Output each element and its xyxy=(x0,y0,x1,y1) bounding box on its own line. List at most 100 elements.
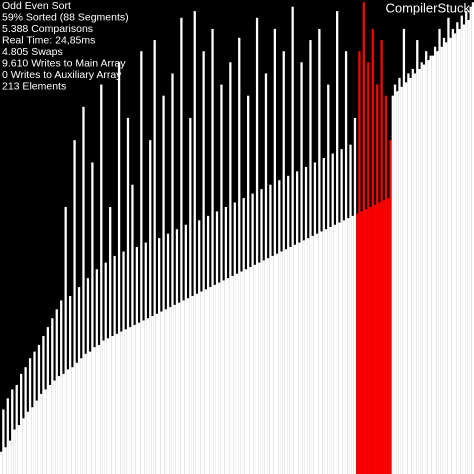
bar xyxy=(425,51,428,474)
bar xyxy=(142,320,145,474)
bar xyxy=(82,106,85,474)
bar xyxy=(226,278,230,474)
bar xyxy=(275,253,279,474)
bar xyxy=(469,6,472,474)
bar xyxy=(55,309,58,474)
bar xyxy=(202,51,205,474)
bar xyxy=(289,247,292,474)
bar xyxy=(51,318,54,474)
bar xyxy=(438,28,441,474)
stat-line: 5.388 Comparisons xyxy=(2,23,93,35)
bar xyxy=(369,206,372,474)
bar xyxy=(191,295,194,474)
bar xyxy=(86,278,90,474)
bar xyxy=(169,307,172,474)
bar xyxy=(26,411,29,474)
bar xyxy=(44,389,47,474)
bar xyxy=(460,15,463,474)
bar xyxy=(17,425,21,474)
bar xyxy=(53,380,56,474)
bar xyxy=(398,77,401,474)
bar xyxy=(322,158,325,474)
bar xyxy=(155,313,159,474)
bar xyxy=(318,28,321,474)
bar xyxy=(433,46,437,474)
bar xyxy=(267,258,270,474)
bar xyxy=(184,224,187,474)
bar xyxy=(462,24,466,474)
bar xyxy=(144,242,147,474)
bar xyxy=(453,33,457,474)
bar xyxy=(373,204,377,474)
bar xyxy=(269,184,272,474)
bar xyxy=(413,73,417,474)
bar xyxy=(100,84,103,474)
bar xyxy=(93,347,96,474)
bar xyxy=(304,166,308,474)
bar xyxy=(329,226,332,474)
bar xyxy=(140,51,143,474)
bar xyxy=(200,291,203,474)
bar xyxy=(162,95,165,474)
bar xyxy=(189,117,192,474)
bar xyxy=(135,247,139,474)
stat-line: Real Time: 24,85ms xyxy=(2,35,95,47)
stat-line: 0 Writes to Auxiliary Array xyxy=(2,69,122,81)
bar xyxy=(295,171,299,474)
bar xyxy=(238,37,241,474)
bar xyxy=(91,162,94,474)
bar xyxy=(244,269,248,474)
bar xyxy=(40,393,43,474)
bar xyxy=(109,206,112,474)
bar xyxy=(360,211,363,474)
bar xyxy=(356,213,359,474)
bar xyxy=(367,62,370,474)
bar xyxy=(253,264,256,474)
bar xyxy=(336,11,339,474)
bar xyxy=(198,220,201,474)
bar xyxy=(391,95,394,474)
bar xyxy=(229,62,232,474)
bar xyxy=(178,302,181,474)
bar xyxy=(378,202,381,474)
bar xyxy=(0,451,3,474)
bar xyxy=(471,2,474,474)
bar xyxy=(347,218,350,474)
bar xyxy=(95,269,98,474)
bar xyxy=(264,73,268,474)
bar xyxy=(416,40,419,474)
bar xyxy=(153,40,156,474)
bar xyxy=(160,311,163,474)
bar xyxy=(280,251,283,474)
bar xyxy=(291,6,294,474)
bar xyxy=(376,84,379,474)
bar xyxy=(362,2,366,474)
bar xyxy=(338,222,341,474)
bar xyxy=(271,255,274,474)
bar xyxy=(353,117,357,474)
bar xyxy=(151,316,154,474)
bar xyxy=(427,60,430,474)
bar xyxy=(4,447,7,474)
bar xyxy=(77,287,81,474)
bar xyxy=(249,267,252,474)
bar xyxy=(445,42,448,474)
bar xyxy=(420,62,423,474)
bar xyxy=(247,95,250,474)
bar xyxy=(316,233,319,474)
bar xyxy=(66,369,70,474)
watermark: CompilerStuck xyxy=(385,1,470,16)
bar xyxy=(349,144,352,474)
bar xyxy=(15,384,18,474)
bar xyxy=(287,175,290,474)
bar xyxy=(451,28,455,474)
bar xyxy=(6,398,9,474)
stat-line: 4.805 Swaps xyxy=(2,46,63,58)
bar xyxy=(382,200,386,474)
bar xyxy=(213,284,216,474)
bar xyxy=(193,11,196,474)
bar xyxy=(465,11,468,474)
bar xyxy=(164,309,167,474)
bar xyxy=(20,373,23,474)
